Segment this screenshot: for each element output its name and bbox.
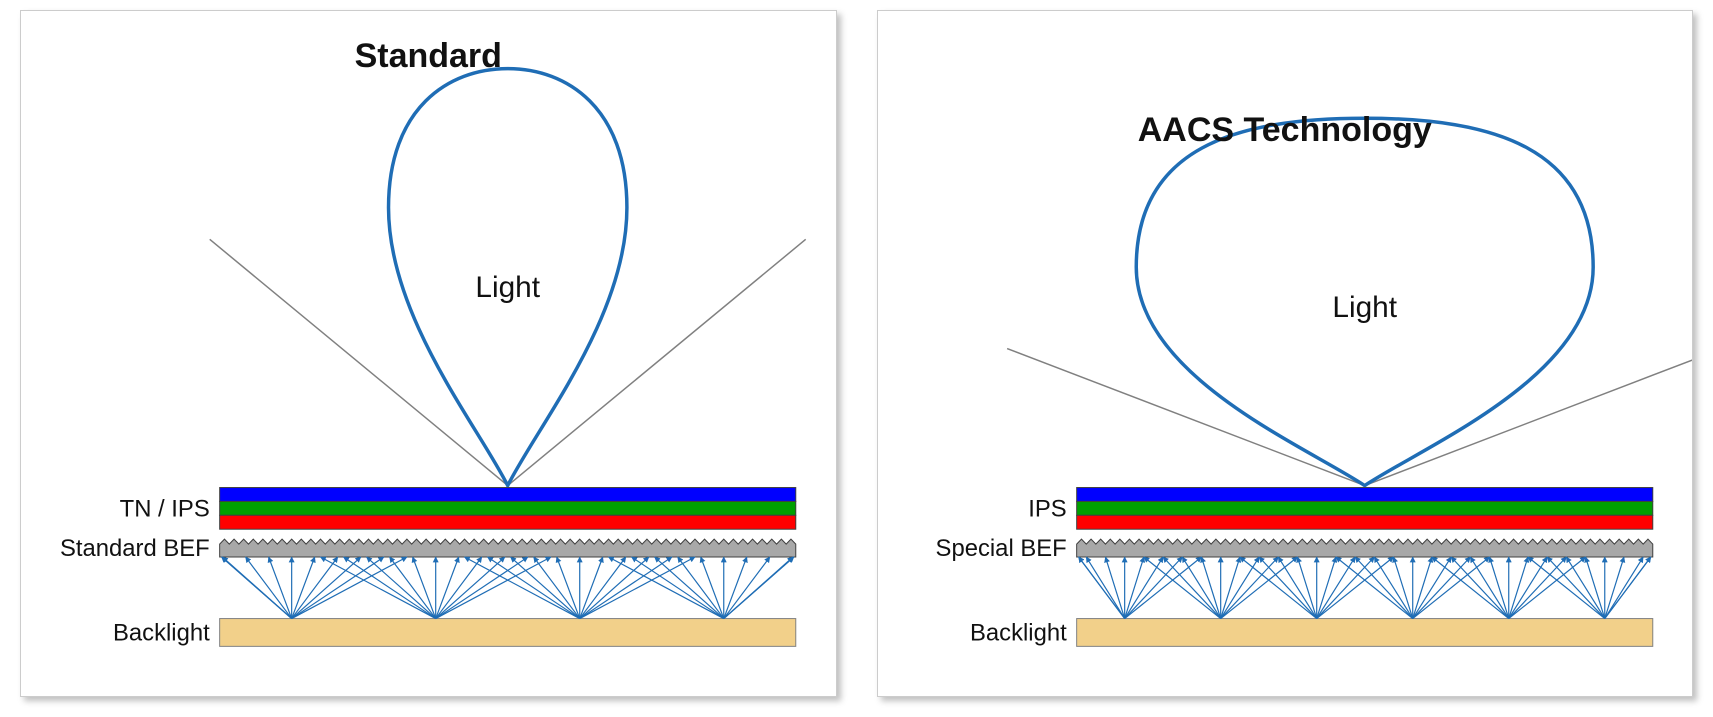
light-ray <box>413 557 436 619</box>
bef-layer <box>220 539 796 557</box>
light-ray <box>1604 557 1642 619</box>
panel-title: AACS Technology <box>878 111 1693 150</box>
rgb-layer <box>1076 501 1652 515</box>
light-ray <box>1143 557 1220 619</box>
rgb-label: TN / IPS <box>120 495 210 522</box>
light-ray <box>1078 557 1124 619</box>
cone-line-left <box>210 239 508 485</box>
light-ray <box>1124 557 1201 619</box>
light-label: Light <box>1332 291 1397 324</box>
bef-label: Special BEF <box>935 535 1066 562</box>
panel-standard: Light TN / IPS Standard BEF Backlight Standa… <box>20 10 837 697</box>
cone-line-right <box>1364 349 1692 486</box>
light-ray <box>1355 557 1413 619</box>
rgb-layer <box>220 488 796 502</box>
light-ray <box>436 557 482 619</box>
light-ray <box>1105 557 1124 619</box>
light-ray <box>557 557 580 619</box>
light-ray <box>1508 557 1527 619</box>
light-ray <box>390 557 436 619</box>
light-ray <box>1278 557 1316 619</box>
light-ray <box>1412 557 1431 619</box>
light-ray <box>269 557 292 619</box>
light-ray <box>436 557 459 619</box>
light-ray <box>246 557 292 619</box>
light-ray <box>1547 557 1605 619</box>
svg-text:170°: 170° <box>916 34 999 78</box>
light-label: Light <box>475 271 540 304</box>
rgb-layer <box>220 515 796 529</box>
light-ray <box>1585 557 1604 619</box>
light-ray <box>1393 557 1412 619</box>
rgb-layer <box>1076 515 1652 529</box>
rgb-layer <box>220 501 796 515</box>
light-ray <box>1508 557 1566 619</box>
panel-title: Standard <box>21 37 836 76</box>
backlight-label: Backlight <box>970 619 1067 646</box>
light-ray <box>1604 557 1623 619</box>
rgb-layer <box>1076 488 1652 502</box>
backlight-layer <box>1076 619 1652 647</box>
light-ray <box>1604 557 1650 619</box>
light-ray <box>580 557 626 619</box>
light-ray <box>1451 557 1509 619</box>
light-ray <box>580 557 603 619</box>
light-ray <box>1220 557 1258 619</box>
light-ray <box>1086 557 1124 619</box>
panel-aacs: Light IPS Special BEF Backlight 170° AACS T… <box>877 10 1694 697</box>
light-ray <box>1316 557 1393 619</box>
light-ray <box>1470 557 1508 619</box>
backlight-layer <box>220 619 796 647</box>
light-ray <box>292 557 315 619</box>
light-ray <box>1124 557 1143 619</box>
light-ray <box>678 557 724 619</box>
light-ray <box>1124 557 1182 619</box>
light-ray <box>534 557 580 619</box>
light-ray <box>1201 557 1220 619</box>
cone-line-right <box>508 239 806 485</box>
light-ray <box>1412 557 1470 619</box>
light-ray <box>1566 557 1604 619</box>
bef-layer <box>1076 539 1652 557</box>
diagram-container: Light TN / IPS Standard BEF Backlight Standa… <box>0 0 1713 717</box>
light-ray <box>1220 557 1278 619</box>
light-ray <box>1508 557 1546 619</box>
light-ray <box>292 557 338 619</box>
light-ray <box>1316 557 1354 619</box>
light-ray <box>724 557 794 619</box>
backlight-label: Backlight <box>113 619 210 646</box>
light-ray <box>1412 557 1489 619</box>
bef-label: Standard BEF <box>60 535 210 562</box>
light-ray <box>1316 557 1374 619</box>
light-ray <box>1239 557 1316 619</box>
light-ray <box>223 557 292 619</box>
light-ray <box>724 557 747 619</box>
light-ray <box>701 557 724 619</box>
light-ray <box>1374 557 1412 619</box>
light-ray <box>1163 557 1221 619</box>
light-ray <box>1431 557 1508 619</box>
light-ray <box>1335 557 1412 619</box>
light-ray <box>1508 557 1585 619</box>
light-ray <box>1124 557 1162 619</box>
rgb-label: IPS <box>1028 495 1066 522</box>
light-ray <box>1220 557 1239 619</box>
light-ray <box>1489 557 1508 619</box>
light-ray <box>1316 557 1335 619</box>
light-ray <box>724 557 770 619</box>
light-ray <box>1297 557 1316 619</box>
light-ray <box>1182 557 1220 619</box>
light-ray <box>1220 557 1297 619</box>
light-ray <box>1259 557 1317 619</box>
light-ray <box>1412 557 1450 619</box>
light-ray <box>1527 557 1604 619</box>
